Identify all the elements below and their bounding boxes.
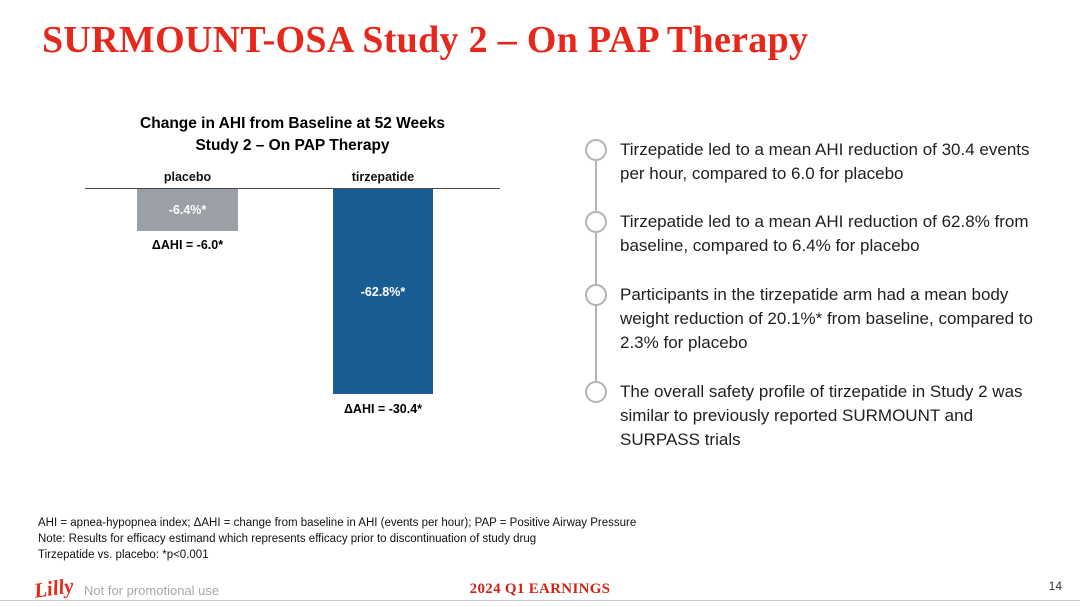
- delta-ahi-tirzepatide-annotation: ΔAHI = -30.4*: [343, 402, 423, 416]
- key-point-item: The overall safety profile of tirzepatid…: [620, 382, 1023, 449]
- footer-divider: [0, 600, 1080, 601]
- footnote-pvalue: Tirzepatide vs. placebo: *p<0.001: [38, 549, 209, 561]
- category-label-placebo: placebo: [163, 170, 212, 184]
- key-point-item: Participants in the tirzepatide arm had …: [620, 285, 1033, 352]
- bar-tirzepatide-value-label: -62.8%*: [360, 284, 406, 299]
- key-point-item: Tirzepatide led to a mean AHI reduction …: [620, 140, 1030, 183]
- bar-placebo: -6.4%*: [137, 189, 238, 231]
- page-number: 14: [1048, 579, 1062, 593]
- footer-earnings-label: 2024 Q1 EARNINGS: [469, 581, 611, 597]
- chart-title-line2: Study 2 – On PAP Therapy: [195, 137, 390, 154]
- delta-ahi-placebo-annotation: ΔAHI = -6.0*: [151, 238, 224, 252]
- footer-disclaimer: Not for promotional use: [84, 583, 220, 598]
- footnotes: AHI = apnea-hypopnea index; ΔAHI = chang…: [38, 515, 636, 563]
- baseline-axis: [85, 188, 500, 189]
- footnote-abbreviations: AHI = apnea-hypopnea index; ΔAHI = chang…: [38, 517, 637, 529]
- category-label-tirzepatide: tirzepatide: [351, 170, 415, 184]
- bullet-marker-icon: [585, 211, 607, 233]
- bullet-connector-line: [595, 150, 597, 392]
- footnote-estimand: Note: Results for efficacy estimand whic…: [38, 533, 537, 545]
- chart-title: Change in AHI from Baseline at 52 Weeks …: [85, 113, 500, 157]
- chart-title-line1: Change in AHI from Baseline at 52 Weeks: [140, 115, 445, 132]
- bullet-marker-icon: [585, 284, 607, 306]
- bullet-marker-icon: [585, 381, 607, 403]
- bar-placebo-value-label: -6.4%*: [168, 203, 207, 217]
- bullet-marker-icon: [585, 139, 607, 161]
- key-point-item: Tirzepatide led to a mean AHI reduction …: [620, 212, 1029, 255]
- bar-tirzepatide: -62.8%*: [333, 189, 433, 394]
- slide-title: SURMOUNT-OSA Study 2 – On PAP Therapy: [42, 19, 809, 61]
